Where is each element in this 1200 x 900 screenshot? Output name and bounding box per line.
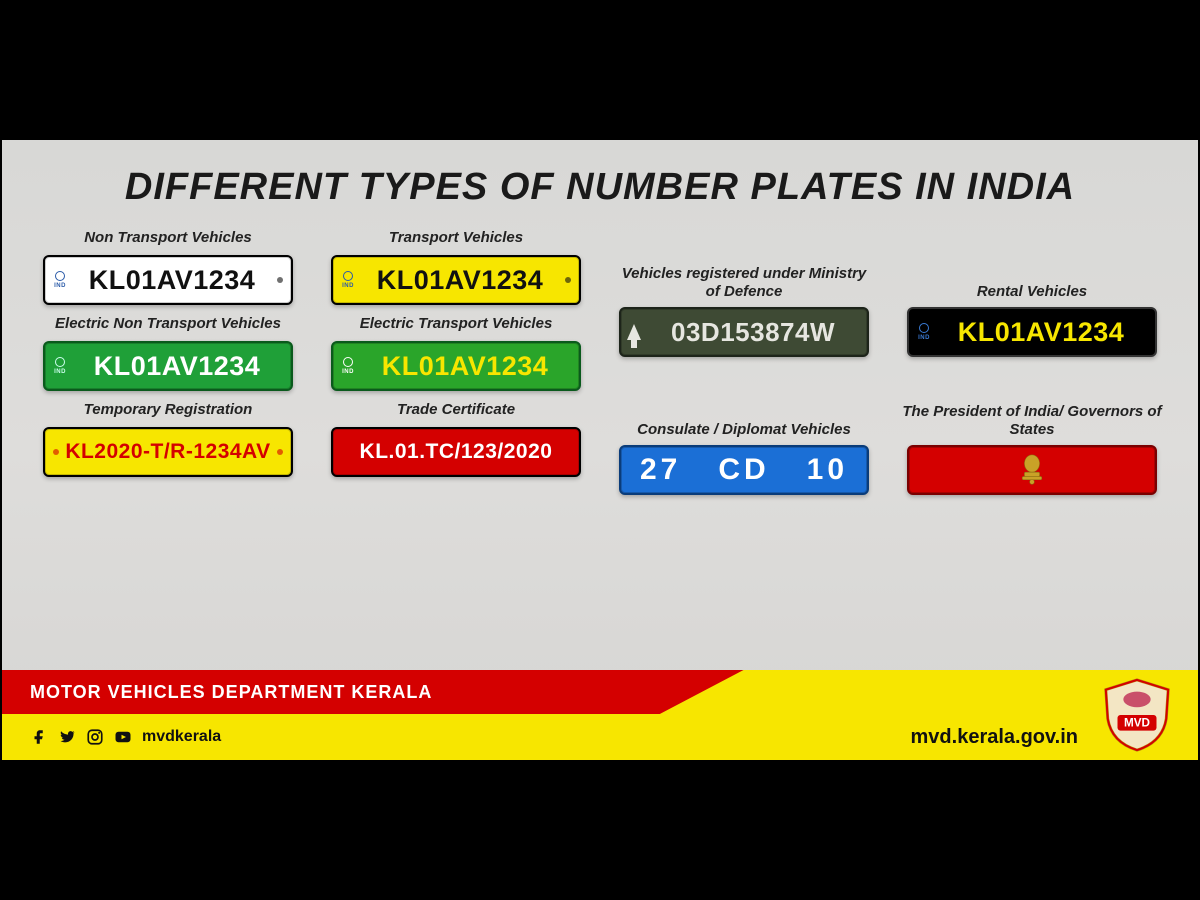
cell-trade: Trade Certificate KL.01.TC/123/2020	[326, 401, 586, 495]
label-president: The President of India/ Governors of Sta…	[902, 401, 1162, 439]
plate-non-transport: IND KL01AV1234	[43, 255, 293, 305]
label-non-transport: Non Transport Vehicles	[84, 229, 252, 249]
plate-elec-trans: IND KL01AV1234	[331, 341, 581, 391]
footer-handle: mvdkerala	[142, 728, 221, 746]
cell-elec-trans: Electric Transport Vehicles IND KL01AV12…	[326, 315, 586, 391]
plate-text: 03D153874W	[645, 317, 861, 348]
cell-diplomat: Consulate / Diplomat Vehicles 27 CD 10	[614, 401, 874, 495]
rivet-icon	[53, 449, 59, 455]
page-title: DIFFERENT TYPES OF NUMBER PLATES IN INDI…	[2, 140, 1198, 225]
plate-text: 27 CD 10	[627, 453, 861, 487]
cell-transport: Transport Vehicles IND KL01AV1234	[326, 229, 586, 305]
svg-text:MVD: MVD	[1124, 717, 1150, 730]
plate-rental: IND KL01AV1234	[907, 307, 1157, 357]
plate-text: KL01AV1234	[69, 265, 275, 296]
plate-transport: IND KL01AV1234	[331, 255, 581, 305]
twitter-icon	[58, 728, 76, 746]
ind-strip-icon: IND	[339, 257, 357, 303]
youtube-icon	[114, 728, 132, 746]
facebook-icon	[30, 728, 48, 746]
rivet-icon	[277, 277, 283, 283]
poster: DIFFERENT TYPES OF NUMBER PLATES IN INDI…	[2, 140, 1198, 760]
cell-president: The President of India/ Governors of Sta…	[902, 401, 1162, 495]
emblem-icon	[1019, 452, 1045, 488]
footer-dept: MOTOR VEHICLES DEPARTMENT KERALA	[30, 682, 432, 703]
arrow-up-icon	[627, 324, 641, 340]
label-trade: Trade Certificate	[397, 401, 515, 421]
footer-social: mvdkerala	[30, 728, 221, 746]
label-diplomat: Consulate / Diplomat Vehicles	[637, 401, 851, 439]
plate-text: KL01AV1234	[357, 265, 563, 296]
label-elec-non: Electric Non Transport Vehicles	[55, 315, 281, 335]
label-defence: Vehicles registered under Ministry of De…	[614, 263, 874, 301]
mvd-badge-icon: MVD	[1098, 676, 1176, 754]
plate-trade: KL.01.TC/123/2020	[331, 427, 581, 477]
footer-bottom: mvdkerala mvd.kerala.gov.in	[2, 714, 1198, 760]
cell-temp: Temporary Registration KL2020-T/R-1234AV	[38, 401, 298, 495]
cell-rental: Rental Vehicles IND KL01AV1234	[902, 263, 1162, 357]
plate-text: KL01AV1234	[69, 351, 285, 382]
plate-text: KL2020-T/R-1234AV	[61, 440, 275, 464]
cell-defence: Vehicles registered under Ministry of De…	[614, 263, 874, 357]
plate-elec-non: IND KL01AV1234	[43, 341, 293, 391]
footer-url: mvd.kerala.gov.in	[911, 726, 1078, 749]
footer: MOTOR VEHICLES DEPARTMENT KERALA mvdkera…	[2, 670, 1198, 760]
ind-strip-icon: IND	[339, 343, 357, 389]
ind-strip-icon: IND	[51, 343, 69, 389]
plate-grid: Non Transport Vehicles IND KL01AV1234 Tr…	[2, 225, 1198, 495]
plate-text: KL.01.TC/123/2020	[339, 440, 573, 464]
plate-temp: KL2020-T/R-1234AV	[43, 427, 293, 477]
plate-text: KL01AV1234	[933, 317, 1149, 348]
plate-diplomat: 27 CD 10	[619, 445, 869, 495]
plate-text: KL01AV1234	[357, 351, 573, 382]
plate-president	[907, 445, 1157, 495]
cell-elec-non: Electric Non Transport Vehicles IND KL01…	[38, 315, 298, 391]
cell-non-transport: Non Transport Vehicles IND KL01AV1234	[38, 229, 298, 305]
label-elec-trans: Electric Transport Vehicles	[360, 315, 553, 335]
plate-defence: 03D153874W	[619, 307, 869, 357]
label-transport: Transport Vehicles	[389, 229, 523, 249]
instagram-icon	[86, 728, 104, 746]
label-temp: Temporary Registration	[84, 401, 253, 421]
ind-strip-icon: IND	[51, 257, 69, 303]
rivet-icon	[565, 277, 571, 283]
ind-strip-icon: IND	[915, 309, 933, 355]
rivet-icon	[277, 449, 283, 455]
label-rental: Rental Vehicles	[977, 263, 1087, 301]
